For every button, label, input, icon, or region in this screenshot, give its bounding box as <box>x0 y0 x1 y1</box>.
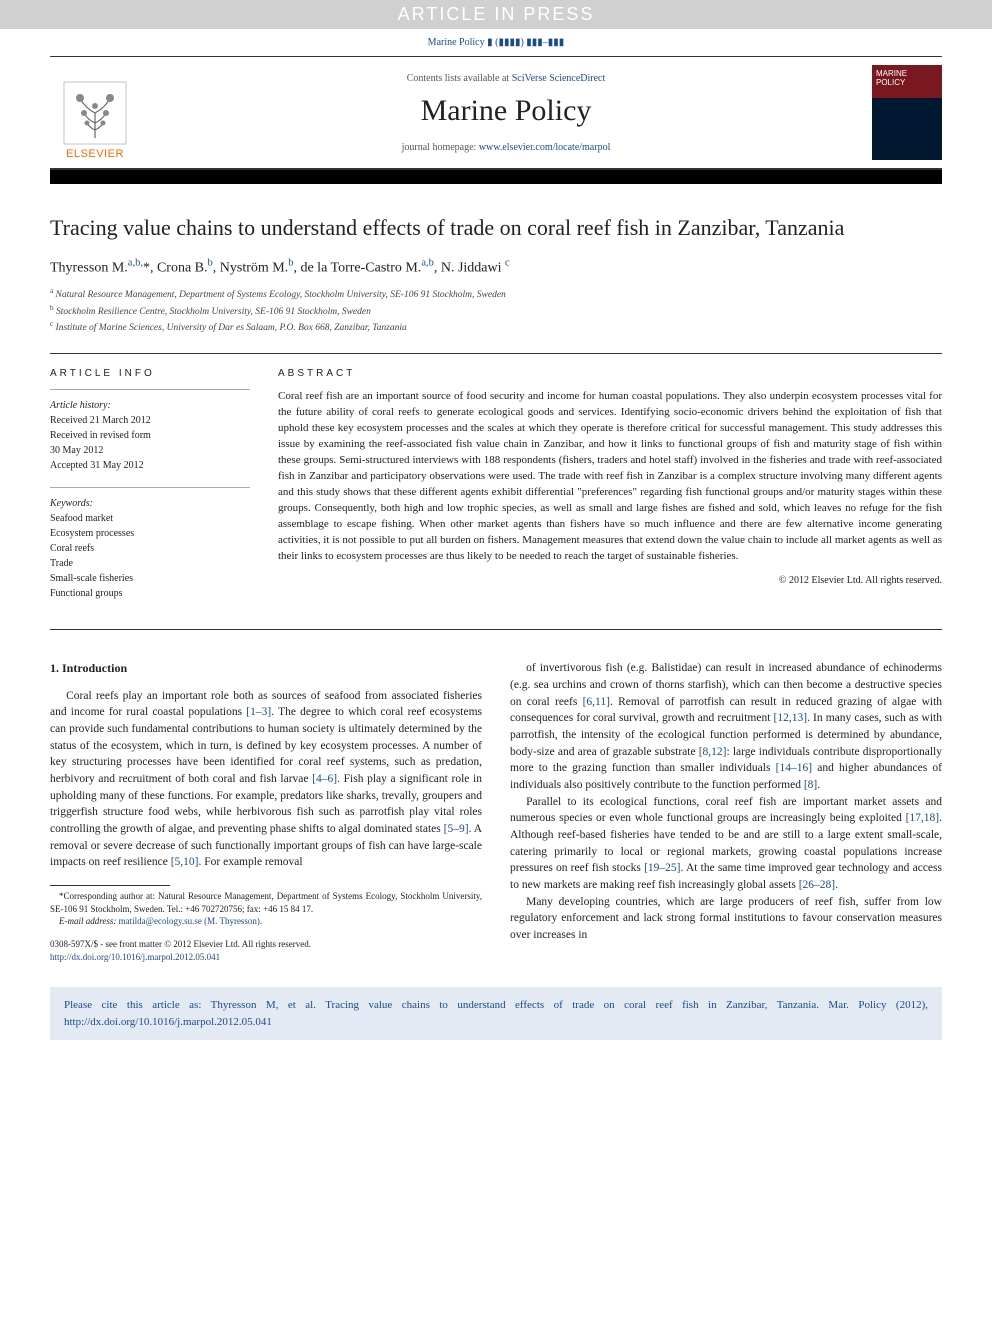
email-link[interactable]: matilda@ecology.su.se (M. Thyresson). <box>119 916 263 926</box>
doi-link[interactable]: http://dx.doi.org/10.1016/j.marpol.2012.… <box>50 952 220 962</box>
elsevier-tree-icon <box>60 78 130 148</box>
abstract-text: Coral reef fish are an important source … <box>278 389 942 564</box>
keyword: Trade <box>50 556 250 571</box>
email-label: E-mail address: <box>59 916 116 926</box>
citation-link[interactable]: [17,18] <box>906 812 940 824</box>
homepage-link[interactable]: www.elsevier.com/locate/marpol <box>479 142 611 153</box>
citation-link[interactable]: [4–6] <box>312 773 337 785</box>
contents-available: Contents lists available at SciVerse Sci… <box>140 73 872 84</box>
abstract-column: ABSTRACT Coral reef fish are an importan… <box>278 368 942 615</box>
journal-header: ELSEVIER Contents lists available at Sci… <box>50 57 942 168</box>
author-list: Thyresson M.a,b,*, Crona B.b, Nyström M.… <box>50 258 942 277</box>
journal-center: Contents lists available at SciVerse Sci… <box>140 73 872 153</box>
affiliation-line: b Stockholm Resilience Centre, Stockholm… <box>50 303 942 319</box>
sciencedirect-link[interactable]: SciVerse ScienceDirect <box>512 73 606 84</box>
author-affil-sup[interactable]: a,b, <box>128 260 143 275</box>
article-info-heading: ARTICLE INFO <box>50 368 250 379</box>
history-label: Article history: <box>50 398 250 413</box>
keyword: Coral reefs <box>50 541 250 556</box>
cover-title-2: POLICY <box>876 78 938 87</box>
paragraph: Many developing countries, which are lar… <box>510 894 942 944</box>
journal-name: Marine Policy <box>140 94 872 128</box>
author-affil-sup[interactable]: b <box>208 260 213 275</box>
article-history: Article history: Received 21 March 2012R… <box>50 398 250 473</box>
citation-link[interactable]: [8,12] <box>699 746 727 758</box>
paragraph: Coral reefs play an important role both … <box>50 688 482 871</box>
citation-link[interactable]: [26–28] <box>799 879 835 891</box>
top-citation: Marine Policy ▮ (▮▮▮▮) ▮▮▮–▮▮▮ <box>0 29 992 56</box>
article-info-column: ARTICLE INFO Article history: Received 2… <box>50 368 250 615</box>
cover-title-1: MARINE <box>876 69 938 78</box>
corresponding-author: *Corresponding author at: Natural Resour… <box>50 890 482 915</box>
keywords-block: Keywords: Seafood marketEcosystem proces… <box>50 496 250 601</box>
footnote-separator <box>50 885 170 886</box>
paragraph: of invertivorous fish (e.g. Balistidae) … <box>510 660 942 793</box>
keyword: Small-scale fisheries <box>50 571 250 586</box>
citation-link[interactable]: [1–3] <box>246 706 271 718</box>
body-text: 1. Introduction Coral reefs play an impo… <box>50 660 942 963</box>
history-line: Received in revised form <box>50 428 250 443</box>
footnotes: *Corresponding author at: Natural Resour… <box>50 890 482 928</box>
affiliation-line: c Institute of Marine Sciences, Universi… <box>50 319 942 335</box>
info-abstract-row: ARTICLE INFO Article history: Received 2… <box>50 353 942 630</box>
front-matter-line: 0308-597X/$ - see front matter © 2012 El… <box>50 938 482 951</box>
history-line: Accepted 31 May 2012 <box>50 458 250 473</box>
citation-link[interactable]: [5–9] <box>444 823 469 835</box>
history-line: Received 21 March 2012 <box>50 413 250 428</box>
elsevier-wordmark: ELSEVIER <box>66 148 124 160</box>
elsevier-logo: ELSEVIER <box>50 65 140 160</box>
affiliations: a Natural Resource Management, Departmen… <box>50 286 942 335</box>
section-1-heading: 1. Introduction <box>50 660 482 677</box>
history-line: 30 May 2012 <box>50 443 250 458</box>
please-cite-box: Please cite this article as: Thyresson M… <box>50 987 942 1040</box>
keywords-label: Keywords: <box>50 496 250 511</box>
doi-block: 0308-597X/$ - see front matter © 2012 El… <box>50 938 482 963</box>
keyword: Functional groups <box>50 586 250 601</box>
citation-link[interactable]: [14–16] <box>776 762 812 774</box>
separator <box>50 487 250 488</box>
abstract-heading: ABSTRACT <box>278 368 942 379</box>
affiliation-line: a Natural Resource Management, Departmen… <box>50 286 942 302</box>
author-affil-sup[interactable]: a,b <box>421 260 434 275</box>
author-affil-sup[interactable]: c <box>505 260 510 275</box>
homepage-prefix: journal homepage: <box>402 142 479 153</box>
contents-prefix: Contents lists available at <box>407 73 512 84</box>
black-bar <box>50 170 942 184</box>
article-title: Tracing value chains to understand effec… <box>50 214 942 242</box>
citation-link[interactable]: [5,10] <box>171 856 199 868</box>
separator <box>50 389 250 390</box>
citation-link[interactable]: [8] <box>804 779 817 791</box>
citation-link[interactable]: [19–25] <box>644 862 680 874</box>
citation-link[interactable]: [12,13] <box>774 712 808 724</box>
copyright-line: © 2012 Elsevier Ltd. All rights reserved… <box>278 575 942 586</box>
email-line: E-mail address: matilda@ecology.su.se (M… <box>50 915 482 928</box>
article-in-press-banner: ARTICLE IN PRESS <box>0 0 992 29</box>
keyword: Seafood market <box>50 511 250 526</box>
author-affil-sup[interactable]: b <box>288 260 293 275</box>
keyword: Ecosystem processes <box>50 526 250 541</box>
journal-homepage: journal homepage: www.elsevier.com/locat… <box>140 142 872 153</box>
journal-cover-thumbnail: MARINE POLICY <box>872 65 942 160</box>
citation-link[interactable]: [6,11] <box>583 696 610 708</box>
paragraph: Parallel to its ecological functions, co… <box>510 794 942 894</box>
